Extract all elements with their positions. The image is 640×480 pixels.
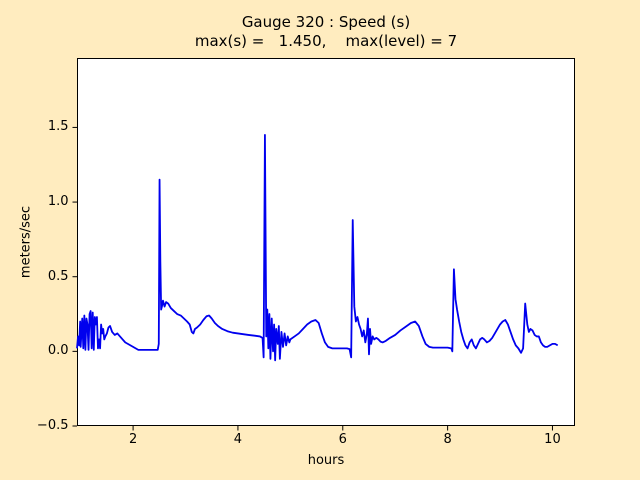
y-axis-label: meters/sec	[18, 205, 34, 279]
y-tick-label: 0.5	[47, 268, 69, 284]
y-tick-label: −0.5	[36, 418, 69, 433]
y-tick-label: 0.0	[47, 343, 69, 359]
x-tick-label: 4	[233, 432, 243, 447]
x-tick-label: 10	[544, 432, 561, 447]
x-tick-label: 6	[338, 432, 347, 447]
x-tick-label: 2	[128, 432, 138, 447]
y-tick-label: 1.0	[47, 194, 69, 210]
x-axis-label: hours	[307, 453, 345, 468]
y-tick-label: 1.5	[47, 119, 69, 135]
plot-area	[77, 58, 575, 426]
x-tick-label: 8	[443, 432, 452, 447]
chart-subtitle: max(s) = 1.450, max(level) = 7	[194, 32, 458, 50]
chart-title: Gauge 320 : Speed (s)	[241, 13, 411, 31]
